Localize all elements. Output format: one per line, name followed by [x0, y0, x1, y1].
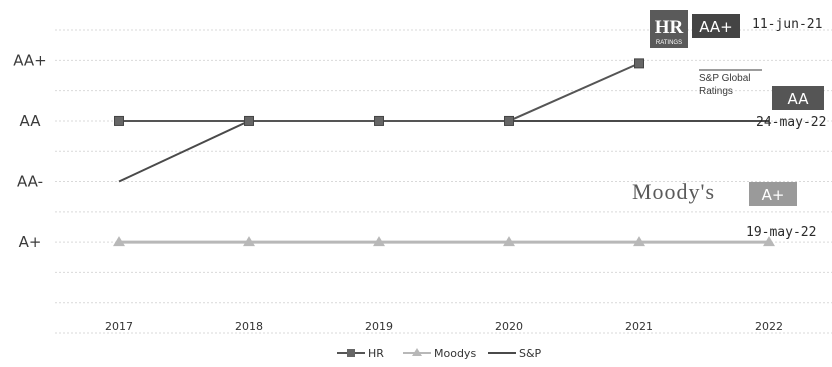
legend-label-moodys: Moodys [434, 347, 476, 360]
x-axis-ticks: 2017 2018 2019 2020 2021 2022 [105, 320, 783, 333]
y-tick-AA+: AA+ [13, 51, 47, 69]
legend: HR Moodys S&P [337, 347, 542, 360]
series-line-hr [119, 62, 640, 122]
sp-rating-date: 24-may-22 [756, 115, 826, 130]
hr-rating-text: AA+ [699, 18, 733, 36]
sp-rating-text: AA [788, 90, 810, 108]
point-moodys-5 [763, 236, 775, 247]
point-hr-4 [634, 58, 644, 69]
legend-label-hr: HR [368, 347, 384, 360]
point-hr-0 [114, 115, 124, 126]
hr-logo-box [650, 10, 688, 48]
x-tick-2022: 2022 [755, 320, 783, 333]
moodys-rating-badge [749, 182, 797, 206]
legend-marker-moodys [412, 348, 422, 356]
point-moodys-4 [633, 236, 645, 247]
x-tick-2019: 2019 [365, 320, 393, 333]
series-layer [113, 58, 775, 247]
y-tick-A+: A+ [19, 233, 42, 251]
x-tick-2020: 2020 [495, 320, 523, 333]
sp-annotation: S&P Global Ratings AA 24-may-22 [699, 69, 826, 130]
legend-marker-hr [347, 349, 355, 357]
point-moodys-0 [113, 236, 125, 247]
moodys-rating-text: A+ [762, 186, 785, 204]
sp-rating-badge [772, 86, 824, 110]
hr-rating-date: 11-jun-21 [752, 17, 822, 32]
point-moodys-2 [373, 236, 385, 247]
sp-logo-line2: Ratings [699, 86, 733, 97]
point-moodys-3 [503, 236, 515, 247]
hr-rating-badge [692, 14, 740, 38]
hr-annotation: HR RATINGS AA+ 11-jun-21 [650, 10, 822, 48]
point-hr-3 [504, 115, 514, 126]
moodys-logo: Moody's [632, 179, 715, 204]
hr-logo-letters: HR [655, 17, 684, 38]
x-tick-2018: 2018 [235, 320, 263, 333]
moodys-annotation: Moody's A+ 19-may-22 [632, 179, 816, 240]
y-tick-AA-: AA- [17, 173, 43, 191]
point-hr-2 [374, 115, 384, 126]
moodys-rating-date: 19-may-22 [746, 225, 816, 240]
legend-label-sp: S&P [519, 347, 542, 360]
sp-logo-line1: S&P Global [699, 73, 751, 84]
hr-logo-sub: RATINGS [656, 40, 682, 46]
point-moodys-1 [243, 236, 255, 247]
x-tick-2021: 2021 [625, 320, 653, 333]
y-tick-AA: AA [20, 112, 42, 130]
point-hr-1 [244, 115, 254, 126]
x-tick-2017: 2017 [105, 320, 133, 333]
y-axis-ticks: A+ AA- AA AA+ [13, 51, 47, 251]
